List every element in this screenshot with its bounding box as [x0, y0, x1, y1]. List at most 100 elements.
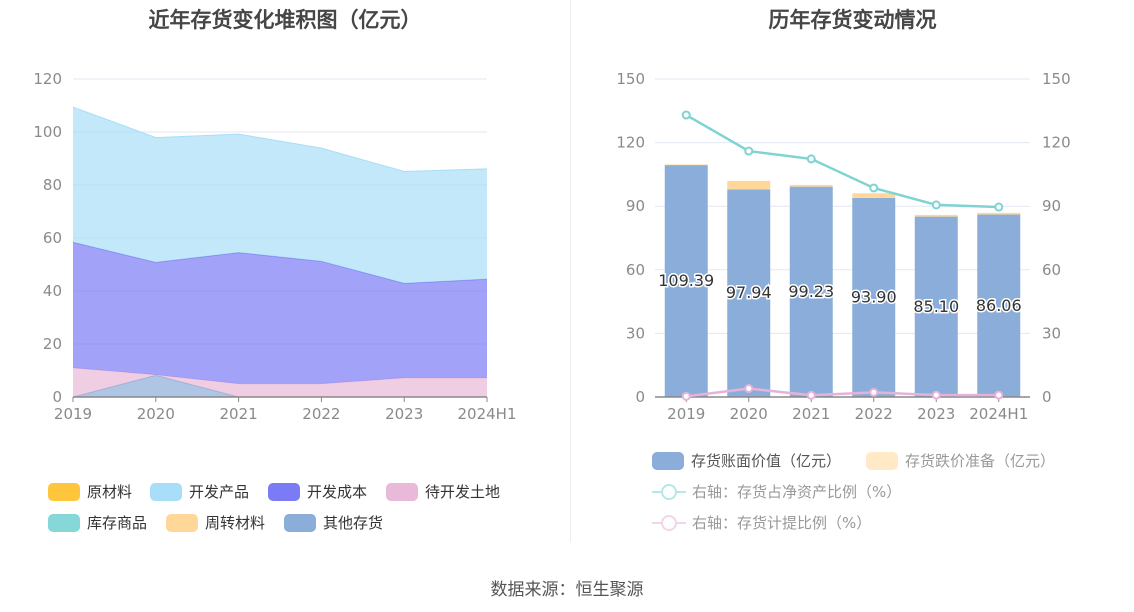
divider	[570, 0, 571, 542]
bar-impairment	[914, 214, 958, 217]
area-其他存货	[73, 375, 487, 397]
legend-label: 右轴：存货占净资产比例（%）	[692, 483, 902, 501]
area-开发成本	[73, 242, 487, 384]
line-marker-icon	[652, 513, 686, 533]
legend-item-turnover[interactable]: 周转材料	[166, 512, 265, 533]
x-tick-label: 2022	[302, 405, 340, 423]
area-开发产品	[73, 107, 487, 284]
y-tick-label: 120	[33, 70, 62, 88]
bar-value-label: 99.23	[788, 282, 834, 301]
bar-impairment	[789, 184, 833, 187]
y-tick-label: 150	[616, 70, 645, 88]
y-tick-label: 40	[43, 282, 62, 300]
legend-item-book-value[interactable]: 存货账面价值（亿元）	[652, 450, 841, 471]
line-point	[994, 202, 1004, 212]
legend-swatch	[150, 482, 182, 501]
legend-label: 存货跌价准备（亿元）	[905, 452, 1056, 470]
x-tick-label: 2022	[855, 405, 893, 423]
x-tick-label: 2024H1	[458, 405, 517, 423]
line-point	[681, 110, 691, 120]
y-tick-label: 60	[43, 229, 62, 247]
bar-impairment	[727, 180, 771, 190]
legend-label: 开发成本	[307, 483, 368, 501]
y-tick-label: 20	[43, 335, 62, 353]
x-tick-label: 2020	[730, 405, 768, 423]
legend-item-raw-material[interactable]: 原材料	[48, 481, 132, 502]
legend-label: 开发产品	[189, 483, 250, 501]
legend-label: 其他存货	[323, 514, 384, 532]
legend-swatch	[166, 513, 198, 532]
line-series-1	[686, 387, 999, 398]
y-tick-label: 60	[626, 261, 645, 279]
line-point	[931, 200, 941, 210]
line-marker-icon	[652, 482, 686, 502]
y2-tick-label: 150	[1042, 70, 1071, 88]
line-point	[681, 391, 691, 401]
x-tick-label: 2023	[385, 405, 423, 423]
legend-swatch	[386, 482, 418, 501]
bar-book-value	[977, 214, 1021, 397]
legend-item-dev-cost[interactable]: 开发成本	[268, 481, 367, 502]
y-tick-label: 120	[616, 134, 645, 152]
x-tick-label: 2021	[792, 405, 830, 423]
y-tick-label: 90	[626, 197, 645, 215]
bar-book-value	[789, 186, 833, 397]
legend-swatch	[652, 451, 684, 470]
area-line-开发产品	[72, 106, 488, 172]
x-tick-label: 2021	[220, 405, 258, 423]
left-chart-title: 近年存货变化堆积图（亿元）	[148, 8, 422, 32]
right-chart-title: 历年存货变动情况	[768, 8, 937, 32]
legend-item-other[interactable]: 其他存货	[284, 512, 383, 533]
line-series-0	[685, 113, 999, 209]
legend-swatch	[48, 513, 80, 532]
y2-tick-label: 60	[1042, 261, 1061, 279]
line-point	[869, 183, 879, 193]
data-source: 数据来源：恒生聚源	[490, 580, 644, 600]
bar-value-label: 97.94	[726, 283, 772, 302]
bar-book-value	[664, 165, 708, 397]
bar-value-label: 93.90	[851, 287, 897, 306]
bar-impairment	[664, 164, 708, 166]
legend-swatch	[48, 482, 80, 501]
y-tick-label: 0	[52, 388, 62, 406]
x-tick-label: 2024H1	[969, 405, 1028, 423]
bar-value-label: 86.06	[976, 296, 1022, 315]
bar-value-label: 109.39	[658, 271, 714, 290]
y2-tick-label: 30	[1042, 324, 1061, 342]
y2-tick-label: 90	[1042, 197, 1061, 215]
legend-item-stock-goods[interactable]: 库存商品	[48, 512, 147, 533]
bar-impairment	[977, 212, 1021, 215]
area-待开发土地	[73, 367, 487, 397]
x-tick-label: 2020	[137, 405, 175, 423]
bar-book-value	[852, 197, 896, 397]
line-point	[931, 390, 941, 400]
legend-item-dev-products[interactable]: 开发产品	[150, 481, 249, 502]
y-tick-label: 0	[635, 388, 645, 406]
bar-book-value	[914, 216, 958, 397]
legend-item-impairment[interactable]: 存货跌价准备（亿元）	[866, 450, 1055, 471]
legend-swatch	[268, 482, 300, 501]
line-point	[869, 387, 879, 397]
y-tick-label: 30	[626, 324, 645, 342]
legend-label: 周转材料	[205, 514, 266, 532]
line-point	[806, 390, 816, 400]
legend-item-land[interactable]: 待开发土地	[386, 481, 500, 502]
legend-label: 存货账面价值（亿元）	[691, 452, 842, 470]
line-point	[744, 146, 754, 156]
y-tick-label: 100	[33, 123, 62, 141]
legend-item-ratio-net-assets[interactable]: 右轴：存货占净资产比例（%）	[652, 481, 901, 502]
bar-value-label: 85.10	[913, 297, 959, 316]
line-point	[994, 390, 1004, 400]
x-tick-label: 2019	[667, 405, 705, 423]
legend-swatch	[866, 451, 898, 470]
bar-impairment	[852, 193, 896, 198]
legend-label: 右轴：存货计提比例（%）	[692, 514, 872, 532]
y-tick-label: 80	[43, 176, 62, 194]
x-tick-label: 2023	[917, 405, 955, 423]
line-point	[806, 154, 816, 164]
legend-label: 库存商品	[87, 514, 148, 532]
legend-item-provision-ratio[interactable]: 右轴：存货计提比例（%）	[652, 512, 871, 533]
legend-label: 原材料	[87, 483, 133, 501]
